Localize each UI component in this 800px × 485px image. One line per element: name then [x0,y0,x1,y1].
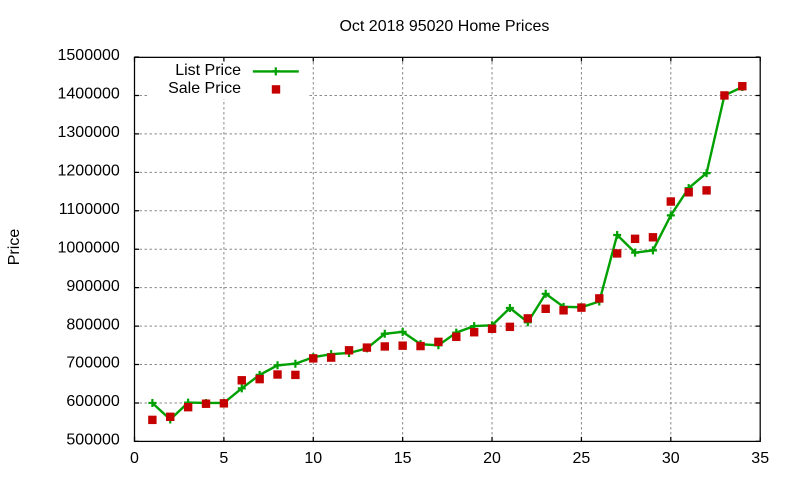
svg-text:1000000: 1000000 [58,239,120,256]
svg-text:0: 0 [130,450,139,467]
svg-text:900000: 900000 [66,278,119,295]
svg-text:Oct 2018 95020 Home Prices: Oct 2018 95020 Home Prices [339,18,549,35]
svg-text:1300000: 1300000 [58,124,120,141]
svg-text:1500000: 1500000 [58,47,120,64]
svg-text:500000: 500000 [66,432,119,449]
svg-text:10: 10 [304,450,322,467]
svg-text:20: 20 [483,450,501,467]
svg-text:25: 25 [573,450,591,467]
svg-text:700000: 700000 [66,355,119,372]
svg-text:Sale Price: Sale Price [168,80,241,97]
svg-text:1200000: 1200000 [58,163,120,180]
svg-text:1400000: 1400000 [58,86,120,103]
svg-text:15: 15 [394,450,412,467]
svg-text:600000: 600000 [66,393,119,410]
svg-text:30: 30 [662,450,680,467]
svg-text:5: 5 [219,450,228,467]
svg-text:Price: Price [6,229,23,266]
svg-text:35: 35 [751,450,769,467]
svg-text:800000: 800000 [66,316,119,333]
svg-text:1100000: 1100000 [59,201,120,218]
svg-text:List Price: List Price [175,62,241,79]
